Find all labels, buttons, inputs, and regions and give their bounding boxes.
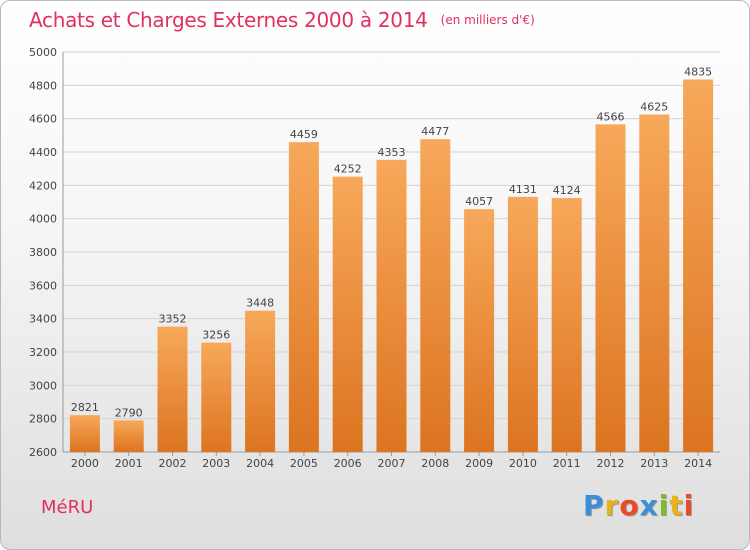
y-tick-label: 3800 bbox=[29, 246, 57, 259]
y-tick-label: 3600 bbox=[29, 279, 57, 292]
bar bbox=[201, 342, 232, 452]
bar bbox=[376, 159, 407, 453]
bar-value-label: 4477 bbox=[421, 125, 449, 138]
x-tick-label: 2014 bbox=[684, 457, 712, 470]
x-tick-label: 2007 bbox=[378, 457, 406, 470]
bar-value-label: 3448 bbox=[246, 297, 274, 310]
bar-value-label: 4459 bbox=[290, 128, 318, 141]
bar-value-label: 4124 bbox=[553, 184, 581, 197]
y-tick-label: 4200 bbox=[29, 179, 57, 192]
x-tick-label: 2006 bbox=[334, 457, 362, 470]
bar-value-label: 4353 bbox=[378, 146, 406, 159]
logo-letter: P bbox=[583, 489, 605, 522]
y-tick-label: 2600 bbox=[29, 446, 57, 459]
x-tick-label: 2010 bbox=[509, 457, 537, 470]
bar bbox=[69, 415, 100, 452]
bar-value-label: 4057 bbox=[465, 195, 493, 208]
x-tick-label: 2003 bbox=[202, 457, 230, 470]
x-tick-label: 2002 bbox=[159, 457, 187, 470]
bar-value-label: 4625 bbox=[640, 101, 668, 114]
x-tick-label: 2009 bbox=[465, 457, 493, 470]
bar bbox=[157, 326, 188, 452]
bar-value-label: 2790 bbox=[115, 406, 143, 419]
bar-value-label: 4131 bbox=[509, 183, 537, 196]
proxiti-logo: Proxiti bbox=[583, 489, 694, 522]
bar bbox=[595, 124, 626, 452]
bar bbox=[639, 114, 670, 452]
y-tick-label: 2800 bbox=[29, 413, 57, 426]
bar bbox=[332, 176, 363, 452]
x-tick-label: 2004 bbox=[246, 457, 274, 470]
x-tick-label: 2001 bbox=[115, 457, 143, 470]
bar bbox=[113, 420, 144, 452]
x-tick-label: 2012 bbox=[597, 457, 625, 470]
bar-value-label: 4835 bbox=[684, 66, 712, 79]
chart-title: Achats et Charges Externes 2000 à 2014 bbox=[29, 8, 428, 32]
city-name: MéRU bbox=[41, 497, 94, 518]
y-tick-label: 3000 bbox=[29, 379, 57, 392]
y-tick-label: 4600 bbox=[29, 113, 57, 126]
logo-letter: t bbox=[669, 489, 684, 522]
y-tick-label: 4000 bbox=[29, 213, 57, 226]
bar bbox=[507, 196, 538, 452]
y-tick-label: 5000 bbox=[29, 46, 57, 59]
logo-letter: i bbox=[658, 489, 670, 522]
bar-value-label: 2821 bbox=[71, 401, 99, 414]
chart-title-block: Achats et Charges Externes 2000 à 2014 (… bbox=[29, 8, 535, 32]
bar-value-label: 4566 bbox=[597, 110, 625, 123]
x-tick-label: 2005 bbox=[290, 457, 318, 470]
bar bbox=[288, 142, 319, 452]
x-tick-label: 2008 bbox=[421, 457, 449, 470]
logo-letter: o bbox=[619, 489, 640, 522]
y-tick-label: 3400 bbox=[29, 313, 57, 326]
bar bbox=[245, 310, 276, 452]
bar bbox=[464, 209, 495, 452]
logo-letter: x bbox=[639, 489, 659, 522]
y-tick-label: 3200 bbox=[29, 346, 57, 359]
bar bbox=[683, 79, 714, 452]
bar-value-label: 3256 bbox=[202, 329, 230, 342]
y-tick-label: 4800 bbox=[29, 79, 57, 92]
logo-letter: r bbox=[604, 489, 620, 522]
y-tick-label: 4400 bbox=[29, 146, 57, 159]
bar-chart: 2600 2800 3000 3200 3400 3600 3800 4000 4200 4400… bbox=[29, 46, 720, 470]
bar-value-label: 4252 bbox=[334, 163, 362, 176]
chart-unit: (en milliers d'€) bbox=[440, 13, 535, 27]
logo-letter: i bbox=[683, 489, 695, 522]
x-tick-label: 2000 bbox=[71, 457, 99, 470]
x-tick-label: 2013 bbox=[640, 457, 668, 470]
bar bbox=[551, 198, 582, 452]
x-tick-label: 2011 bbox=[553, 457, 581, 470]
bar-value-label: 3352 bbox=[159, 313, 187, 326]
bar bbox=[420, 139, 451, 452]
